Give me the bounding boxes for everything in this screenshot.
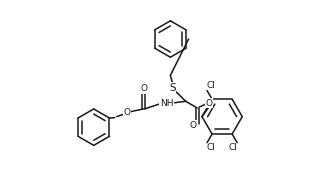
Text: Cl: Cl [228, 143, 238, 152]
Text: Cl: Cl [207, 143, 216, 152]
Text: O: O [140, 84, 147, 93]
Text: S: S [169, 83, 176, 93]
Text: Cl: Cl [207, 81, 216, 90]
Text: O: O [205, 99, 212, 108]
Text: O: O [190, 121, 197, 130]
Text: O: O [124, 108, 131, 117]
Text: NH: NH [160, 99, 173, 108]
